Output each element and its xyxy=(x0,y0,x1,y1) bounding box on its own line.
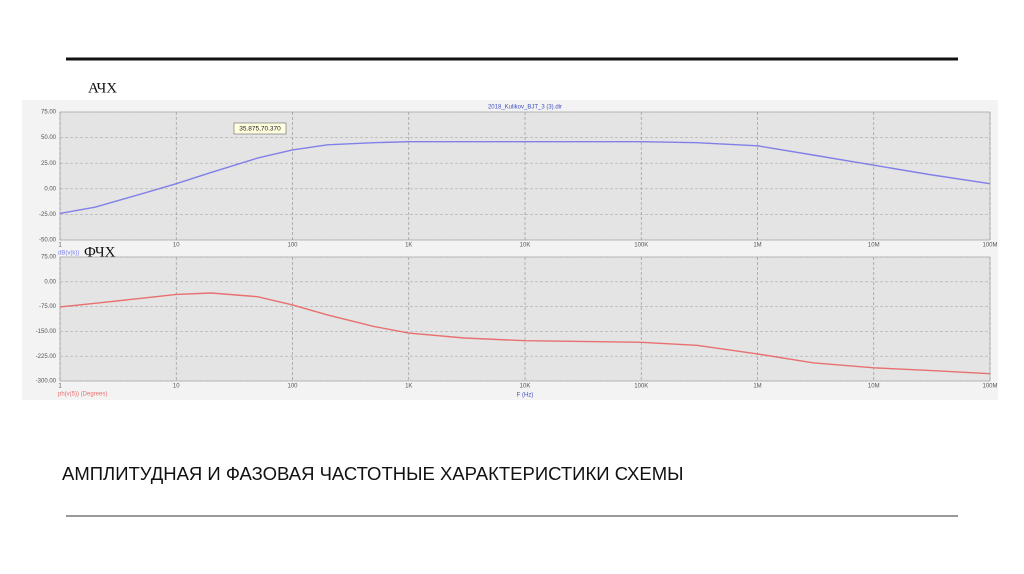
y-tick-label: 50.00 xyxy=(41,135,57,141)
x-tick-label: 100K xyxy=(634,243,648,249)
x-tick-label: 10K xyxy=(520,243,531,249)
x-tick-label: 100M xyxy=(982,243,997,249)
x-axis-label: F (Hz) xyxy=(517,393,534,399)
x-tick-label: 1 xyxy=(58,384,62,390)
x-tick-label: 10M xyxy=(868,384,880,390)
x-tick-label: 100 xyxy=(287,384,298,390)
y-tick-label: -75.00 xyxy=(39,304,57,310)
y-tick-label: 0.00 xyxy=(44,279,56,285)
y-tick-label: -225.00 xyxy=(36,354,57,360)
caption: АМПЛИТУДНАЯ И ФАЗОВАЯ ЧАСТОТНЫЕ ХАРАКТЕР… xyxy=(62,463,683,484)
x-tick-label: 10 xyxy=(173,243,180,249)
x-tick-label: 10 xyxy=(173,384,180,390)
x-tick-label: 10K xyxy=(520,384,531,390)
x-tick-label: 100M xyxy=(982,384,997,390)
y-tick-label: 75.00 xyxy=(41,255,57,261)
legend-entry: ph(v(5)) (Degrees) xyxy=(58,392,107,398)
x-tick-label: 1M xyxy=(753,384,761,390)
heading: ФЧХ xyxy=(84,244,116,260)
x-tick-label: 1M xyxy=(753,243,761,249)
x-tick-label: 100K xyxy=(634,384,648,390)
legend-entry: dB(v(k)) xyxy=(58,251,79,257)
x-tick-label: 10M xyxy=(868,243,880,249)
y-tick-label: -25.00 xyxy=(39,212,57,218)
y-tick-label: -50.00 xyxy=(39,238,57,244)
chart-title: 2018_Kulikov_BJT_3 (3).dir xyxy=(488,105,562,111)
y-tick-label: 0.00 xyxy=(44,186,56,192)
y-tick-label: -150.00 xyxy=(36,329,57,335)
x-tick-label: 1K xyxy=(405,243,412,249)
annotation: 35.875,70.370 xyxy=(239,126,281,133)
series-line xyxy=(59,292,991,375)
y-tick-label: 25.00 xyxy=(41,161,57,167)
heading: АЧХ xyxy=(88,80,117,96)
series-line xyxy=(59,141,991,215)
annotation-box xyxy=(233,122,287,135)
y-tick-label: 75.00 xyxy=(41,110,57,116)
x-tick-label: 1 xyxy=(58,243,62,249)
y-tick-label: -300.00 xyxy=(36,379,57,385)
x-tick-label: 1K xyxy=(405,384,412,390)
x-tick-label: 100 xyxy=(287,243,298,249)
